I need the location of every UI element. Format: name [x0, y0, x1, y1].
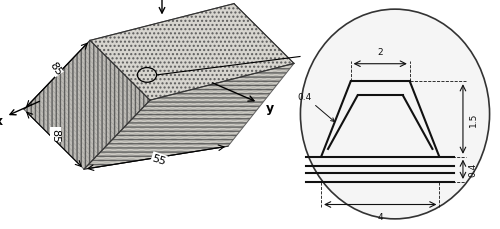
- Text: 55: 55: [151, 152, 167, 166]
- Text: 4: 4: [378, 212, 383, 221]
- Text: 85: 85: [50, 128, 60, 142]
- Polygon shape: [24, 41, 150, 169]
- Text: 85: 85: [48, 60, 64, 77]
- Text: y: y: [266, 101, 274, 114]
- Polygon shape: [90, 5, 294, 101]
- Text: 2: 2: [378, 48, 383, 57]
- Text: 0.4: 0.4: [298, 93, 335, 122]
- Text: 1.5: 1.5: [469, 112, 478, 127]
- Text: 0.4: 0.4: [469, 162, 478, 177]
- Polygon shape: [84, 64, 294, 169]
- Ellipse shape: [300, 10, 490, 219]
- Text: x: x: [0, 115, 2, 128]
